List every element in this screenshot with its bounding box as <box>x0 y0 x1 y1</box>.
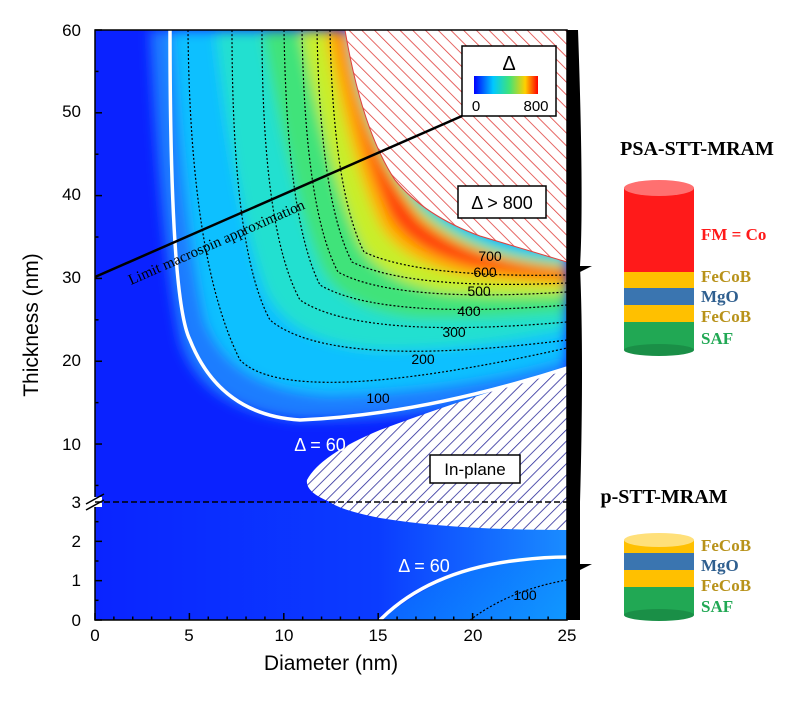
x-tick-25: 25 <box>558 626 577 645</box>
stability-label-upper: Δ = 60 <box>294 435 346 455</box>
contour-label-100: 100 <box>366 390 390 406</box>
x-axis-title: Diameter (nm) <box>264 652 398 675</box>
p-title: p-STT-MRAM <box>600 486 727 508</box>
contour-lines <box>187 30 567 383</box>
y-tick-40: 40 <box>62 185 81 204</box>
high-delta-box: Δ > 800 <box>457 185 547 219</box>
brace-bar <box>567 30 582 620</box>
y-tick-2: 2 <box>72 532 81 551</box>
y-tick-50: 50 <box>62 102 81 121</box>
contour-100 <box>187 30 567 383</box>
psa-layer-fecob-top: FeCoB <box>701 267 751 286</box>
contour-label-500: 500 <box>467 283 491 299</box>
hatched-region-inplane-lower <box>330 502 567 530</box>
macrospin-limit-line <box>95 114 463 279</box>
colorbar-min: 0 <box>472 98 480 115</box>
psa-layer-mgo: MgO <box>701 287 739 306</box>
x-tick-10: 10 <box>275 626 294 645</box>
stability-contour-upper <box>168 30 567 422</box>
colorbar-legend: Δ 0 800 <box>461 45 557 117</box>
p-layer-fecob-top: FeCoB <box>701 536 751 555</box>
stability-label-lower: Δ = 60 <box>398 556 450 576</box>
colorbar-gradient <box>474 76 538 94</box>
p-layer-saf: SAF <box>701 597 733 616</box>
stability-contour-lower <box>378 555 567 620</box>
contour-labels: 100 200 300 400 500 600 700 100 <box>366 248 537 603</box>
x-tick-0: 0 <box>90 626 99 645</box>
inplane-box: In-plane <box>429 454 521 484</box>
contour-300 <box>261 30 567 329</box>
x-tick-20: 20 <box>464 626 483 645</box>
y-tick-10: 10 <box>62 435 81 454</box>
contour-label-700: 700 <box>478 248 502 264</box>
y-tick-30: 30 <box>62 268 81 287</box>
y-tick-labels: 10 20 30 40 50 60 0 1 2 3 <box>62 21 81 630</box>
contour-700 <box>329 30 567 276</box>
psa-layer-fm: FM = Co <box>701 225 766 244</box>
high-delta-label: Δ > 800 <box>471 193 533 213</box>
contour-600 <box>316 30 567 285</box>
p-stack: p-STT-MRAM FeCoB MgO FeCoB SAF <box>600 486 751 621</box>
x-tick-5: 5 <box>184 626 193 645</box>
y-tick-3: 3 <box>72 493 81 512</box>
y-tick-20: 20 <box>62 351 81 370</box>
brace-tip-upper <box>578 266 592 272</box>
brace-tip-lower <box>578 564 592 570</box>
inplane-label: In-plane <box>444 460 505 479</box>
y-tick-1: 1 <box>72 571 81 590</box>
contour-100-lower <box>469 579 567 620</box>
x-tick-labels: 0 5 10 15 20 25 <box>90 626 576 645</box>
colorbar-max: 800 <box>523 98 548 115</box>
y-axis-title: Thickness (nm) <box>20 253 43 397</box>
p-layer-fecob-bottom: FeCoB <box>701 576 751 595</box>
heatmap-lower <box>95 502 567 620</box>
psa-layer-saf: SAF <box>701 329 733 348</box>
contour-label-600: 600 <box>473 264 497 280</box>
psa-layer-fecob-bottom: FeCoB <box>701 307 751 326</box>
ticks <box>94 29 568 621</box>
contour-label-100-lower: 100 <box>513 587 537 603</box>
psa-title: PSA-STT-MRAM <box>620 138 774 160</box>
contour-label-200: 200 <box>411 351 435 367</box>
contour-label-300: 300 <box>442 324 466 340</box>
x-tick-15: 15 <box>369 626 388 645</box>
y-tick-0: 0 <box>72 611 81 630</box>
contour-500 <box>301 30 567 296</box>
contour-label-400: 400 <box>457 303 481 319</box>
psa-stack: PSA-STT-MRAM FM = Co FeCoB MgO FeCoB SAF <box>620 138 774 356</box>
p-layer-mgo: MgO <box>701 556 739 575</box>
colorbar-title: Δ <box>502 53 515 75</box>
y-tick-60: 60 <box>62 21 81 40</box>
contour-200 <box>231 30 567 352</box>
